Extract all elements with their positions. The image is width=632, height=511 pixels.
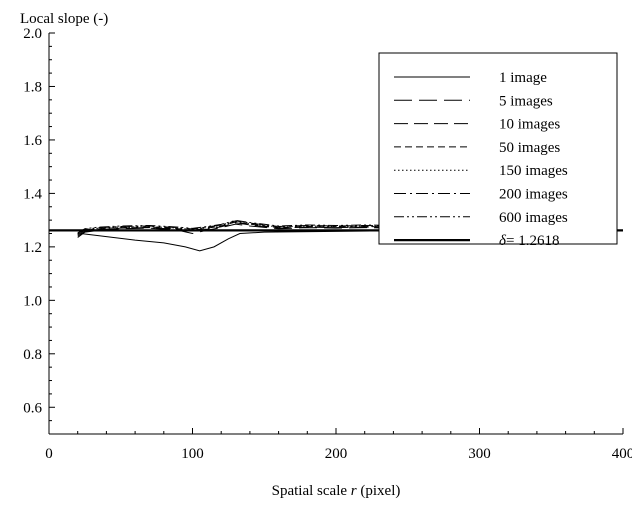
x-tick-label: 400 [612, 446, 632, 462]
legend-label-symbol: δ [499, 233, 507, 249]
legend-label-7: 600 images [499, 210, 568, 226]
x-axis-title-variable: r [351, 483, 357, 499]
x-tick-label: 0 [45, 446, 53, 462]
x-tick-label: 100 [181, 446, 204, 462]
x-axis-title: Spatial scale r (pixel) [272, 483, 401, 499]
x-tick-label: 200 [325, 446, 348, 462]
legend-box [378, 52, 618, 245]
y-tick-label: 1.6 [23, 133, 42, 149]
legend-label-6: 200 images [499, 187, 568, 203]
ticks: 2.0 1.8 1.6 1.4 1.2 1.0 0.8 0.6 0 100 200 300 400 [23, 26, 632, 462]
x-tick-label: 300 [468, 446, 491, 462]
x-axis-title-suffix: (pixel) [357, 483, 401, 499]
x-axis-title-prefix: Spatial scale [272, 483, 351, 499]
legend-label-3: 10 images [499, 117, 560, 133]
series-line-4 [77, 221, 394, 236]
y-axis-title: Local slope (-) [20, 11, 108, 27]
legend-label-4: 50 images [499, 140, 560, 156]
series-line-1 [80, 230, 394, 252]
legend-label-rest: = 1.2618 [506, 233, 559, 249]
y-tick-label: 1.2 [23, 240, 42, 256]
legend-label-5: 150 images [499, 163, 568, 179]
series-line-3 [77, 222, 394, 237]
y-tick-label: 0.6 [23, 400, 42, 416]
legend-label-8: δ= 1.2618 [499, 233, 559, 249]
y-tick-label: 2.0 [23, 26, 42, 42]
y-tick-label: 1.4 [23, 186, 42, 202]
series-line-6 [77, 220, 394, 234]
legend: 1 image 5 images 10 images 50 images 150 ima… [378, 52, 618, 249]
legend-items: 1 image 5 images 10 images 50 images 150 ima… [394, 70, 568, 249]
y-tick-label: 1.0 [23, 293, 42, 309]
y-tick-label: 0.8 [23, 347, 42, 363]
y-tick-label: 1.8 [23, 79, 42, 95]
legend-label-1: 1 image [499, 70, 547, 86]
legend-label-2: 5 images [499, 93, 553, 109]
